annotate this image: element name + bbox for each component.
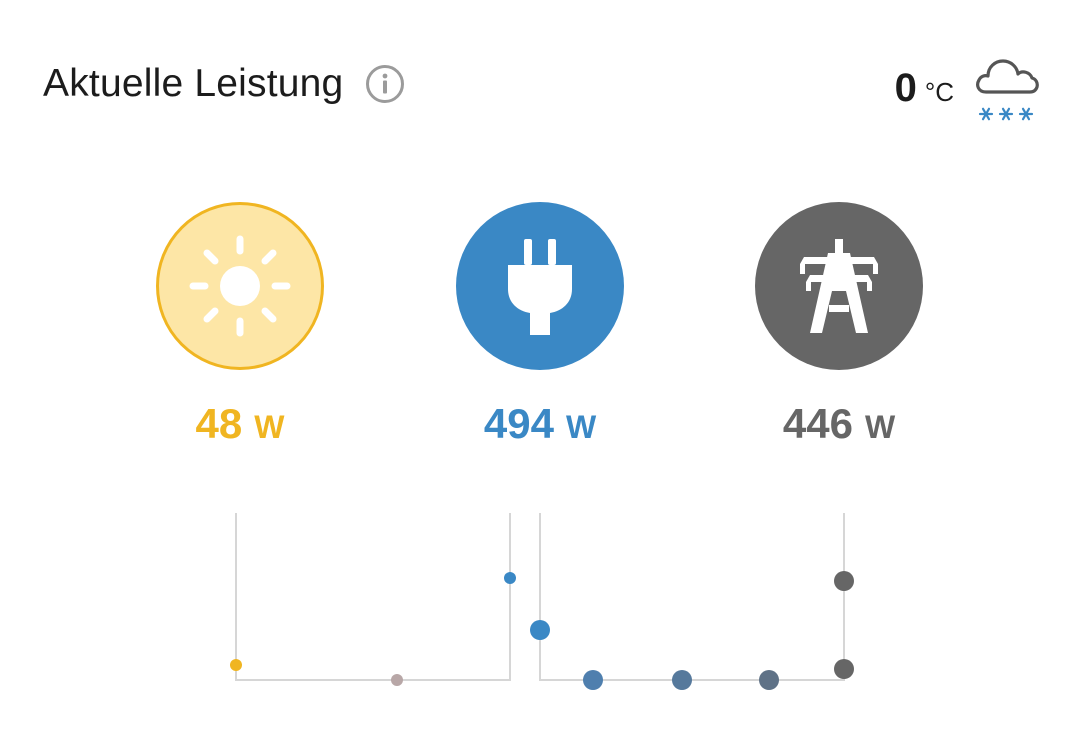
flow-dot [504,572,516,584]
consumption-power-readout: 494 W [484,400,596,448]
sun-icon [189,235,291,337]
grid-circle [755,202,923,370]
weather-widget: 0 °C [895,52,1040,124]
info-icon [366,65,405,103]
solar-circle [156,202,324,370]
info-button[interactable] [365,64,405,104]
grid-tile[interactable]: 446 W [754,202,924,448]
page-title: Aktuelle Leistung [43,62,344,105]
solar-tile[interactable]: 48 W [155,202,325,448]
grid-power-unit: W [864,409,896,445]
flow-dot [391,674,403,686]
consumption-power-value: 494 [483,400,554,447]
grid-power-readout: 446 W [783,400,895,448]
consumption-power-unit: W [565,409,597,445]
energy-flow-diagram [230,513,854,690]
flow-dot [530,620,550,640]
flow-dot [230,659,242,671]
solar-flow-line [235,513,511,681]
grid-flow-line [539,513,845,681]
cloud-snow-icon [976,59,1039,121]
consumption-tile[interactable]: 494 W [455,202,625,448]
flow-dot [834,571,854,591]
header: Aktuelle Leistung [43,62,405,106]
solar-power-unit: W [254,409,285,445]
consumption-circle [456,202,624,370]
power-pylon-icon [800,239,878,333]
temperature-unit: °C [924,76,954,107]
temperature-value: 0 [894,65,917,110]
flow-dot [834,659,854,679]
solar-power-readout: 48 W [196,400,285,448]
grid-power-value: 446 [782,400,853,447]
flow-dot [583,670,603,690]
solar-power-value: 48 [195,400,243,447]
flow-dot [672,670,692,690]
flow-dot [759,670,779,690]
plug-icon [508,239,572,335]
